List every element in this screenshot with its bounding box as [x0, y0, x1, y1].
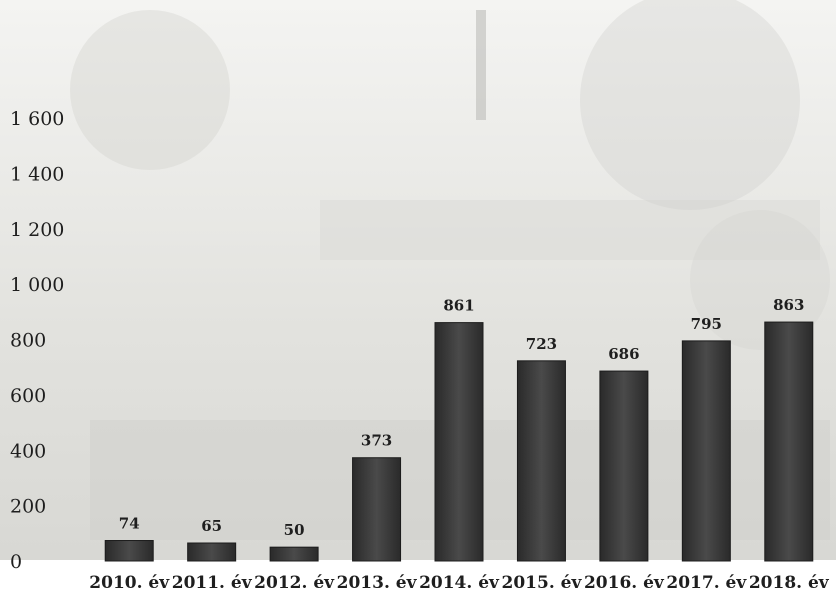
bar-value-label: 686: [608, 345, 639, 363]
bar-value-label: 373: [361, 432, 392, 450]
bar: [434, 322, 484, 562]
bar: [352, 457, 402, 562]
y-tick-label: 1 400: [10, 163, 64, 185]
y-tick-label: 1 000: [10, 274, 64, 296]
x-tick-label: 2011. év: [172, 573, 253, 593]
y-tick-label: 1 600: [10, 108, 64, 130]
y-tick-label: 0: [10, 551, 22, 573]
x-tick-label: 2015. év: [502, 573, 583, 593]
y-tick-label: 200: [10, 496, 46, 518]
bar: [104, 540, 154, 562]
y-tick-label: 800: [10, 330, 46, 352]
x-tick-label: 2018. év: [749, 573, 830, 593]
bar: [599, 370, 649, 562]
bar: [764, 321, 814, 562]
x-tick-label: 2012. év: [254, 573, 335, 593]
bars: 74 65 50 373 861 723 686 795 863: [104, 296, 814, 562]
bar-value-label: 795: [691, 315, 722, 333]
bar-value-label: 50: [284, 521, 305, 539]
y-tick-label: 400: [10, 440, 46, 462]
y-tick-label: 600: [10, 385, 46, 407]
bar: [516, 360, 566, 562]
x-tick-label: 2016. év: [584, 573, 665, 593]
bar: [269, 546, 319, 562]
bar: [187, 542, 237, 562]
bar: [681, 340, 731, 562]
bar-value-label: 74: [119, 515, 140, 533]
bar-value-label: 65: [201, 517, 222, 535]
y-tick-label: 1 200: [10, 219, 64, 241]
y-axis: 0 200 400 600 800 1 000 1 200 1 400 1 600: [10, 108, 64, 573]
x-tick-label: 2014. év: [419, 573, 500, 593]
bar-value-label: 723: [526, 335, 557, 353]
x-tick-label: 2010. év: [89, 573, 170, 593]
bar-value-label: 863: [773, 296, 804, 314]
bar-value-label: 861: [443, 297, 474, 315]
x-tick-label: 2013. év: [337, 573, 418, 593]
x-axis: 2010. év 2011. év 2012. év 2013. év 2014. év…: [89, 573, 830, 593]
x-tick-label: 2017. év: [666, 573, 747, 593]
